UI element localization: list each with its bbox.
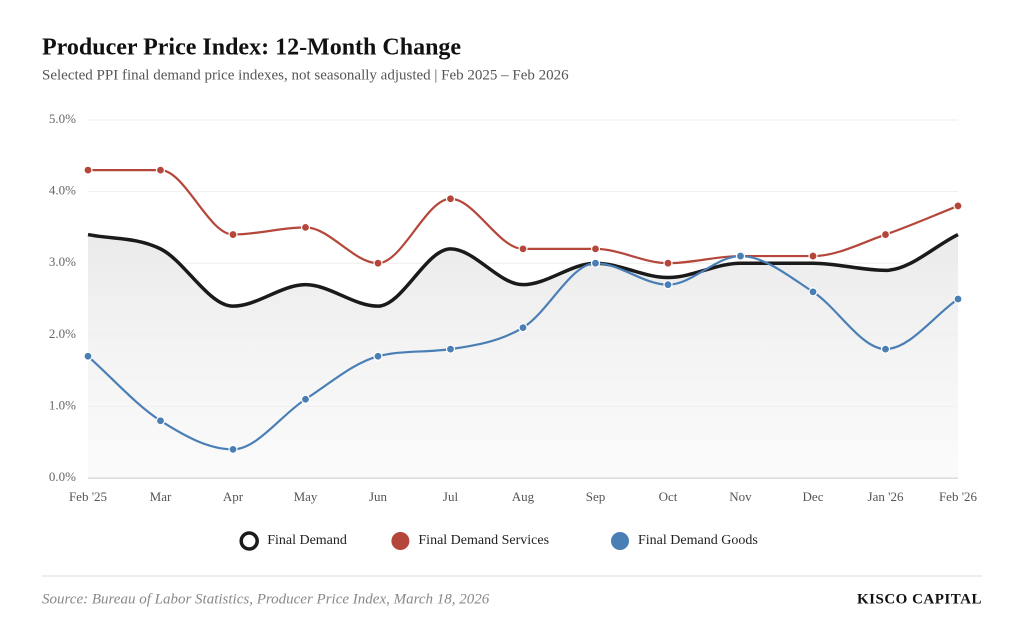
- data-point: [373, 351, 383, 361]
- legend-label: Final Demand Services: [418, 533, 549, 548]
- data-point: [808, 251, 818, 261]
- x-tick-label: Jun: [369, 489, 388, 504]
- x-tick-label: Apr: [223, 489, 244, 504]
- source: Source: Bureau of Labor Statistics, Prod…: [42, 591, 490, 607]
- x-tick-label: Dec: [803, 489, 824, 504]
- legend-label: Final Demand: [267, 533, 347, 548]
- x-tick-label: Feb '26: [939, 489, 978, 504]
- series-line: [87, 232, 959, 308]
- data-point: [880, 344, 891, 354]
- y-tick-label: 5.0%: [49, 111, 76, 126]
- data-point: [83, 351, 93, 361]
- data-point: [880, 229, 891, 240]
- legend-label: Final Demand Goods: [638, 533, 758, 548]
- x-tick-label: Jan '26: [868, 489, 904, 504]
- data-point: [518, 244, 528, 254]
- data-point: [445, 194, 456, 204]
- data-point: [590, 244, 601, 254]
- y-tick-label: 0.0%: [49, 469, 76, 484]
- brand: KISCO CAPITAL: [857, 591, 982, 607]
- y-tick-label: 1.0%: [49, 397, 76, 412]
- data-point: [953, 294, 963, 304]
- data-point: [228, 444, 238, 454]
- legend-swatch: [611, 532, 629, 550]
- data-point: [953, 201, 963, 211]
- data-point: [590, 258, 601, 268]
- y-tick-label: 2.0%: [49, 326, 76, 341]
- data-point: [155, 165, 166, 175]
- legend-swatch: [391, 532, 410, 550]
- x-tick-label: Jul: [443, 489, 459, 504]
- x-tick-label: Mar: [150, 489, 172, 504]
- y-tick-label: 3.0%: [49, 254, 76, 269]
- data-point: [83, 165, 93, 175]
- data-point: [155, 416, 166, 426]
- data-point: [735, 251, 746, 261]
- data-point: [228, 229, 238, 240]
- data-point: [663, 280, 673, 290]
- y-tick-label: 4.0%: [49, 183, 76, 198]
- chart-title: Producer Price Index: 12-Month Change: [42, 35, 461, 61]
- data-point: [518, 323, 528, 333]
- series-area: [88, 234, 958, 478]
- x-tick-label: Sep: [586, 489, 606, 504]
- x-tick-label: Oct: [659, 489, 678, 504]
- chart-subtitle: Selected PPI final demand price indexes,…: [42, 67, 569, 83]
- data-point: [808, 287, 818, 297]
- data-point: [373, 258, 383, 268]
- legend-swatch: [239, 531, 259, 551]
- data-point: [300, 222, 311, 232]
- data-point: [300, 394, 311, 404]
- data-point: [663, 258, 673, 268]
- data-point: [445, 344, 456, 354]
- x-tick-label: May: [294, 489, 318, 504]
- x-tick-label: Aug: [512, 489, 535, 504]
- x-tick-label: Nov: [729, 489, 752, 504]
- x-tick-label: Feb '25: [69, 489, 107, 504]
